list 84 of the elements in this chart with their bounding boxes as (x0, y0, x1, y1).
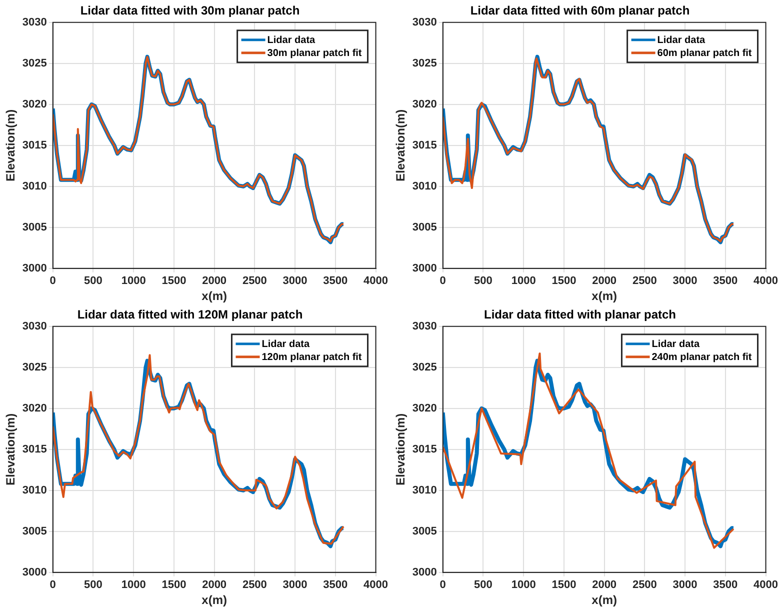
x-tick-label: 4000 (364, 275, 388, 288)
x-tick-label: 1000 (511, 579, 536, 592)
x-tick-label: 3500 (713, 579, 738, 592)
x-axis-title: x(m) (592, 289, 617, 304)
x-tick-label: 0 (50, 579, 56, 592)
x-tick-label: 500 (84, 275, 102, 288)
chart-title: Lidar data fitted with 30m planar patch (80, 4, 300, 18)
y-tick-label: 3000 (412, 566, 437, 578)
chart-title: Lidar data fitted with 120M planar patch (77, 308, 303, 322)
y-tick-label: 3015 (412, 443, 437, 456)
y-tick-label: 3005 (22, 221, 47, 234)
y-tick-label: 3030 (22, 320, 47, 332)
x-tick-label: 1000 (511, 275, 536, 288)
y-tick-label: 3015 (412, 139, 437, 152)
x-tick-label: 1500 (552, 275, 576, 288)
x-tick-label: 3500 (713, 275, 738, 288)
y-tick-label: 3000 (22, 566, 47, 578)
x-tick-label: 500 (84, 579, 102, 592)
x-tick-label: 3000 (282, 579, 308, 592)
y-tick-label: 3010 (22, 484, 47, 496)
chart-title: Lidar data fitted with planar patch (484, 308, 676, 322)
x-tick-label: 1500 (552, 579, 576, 592)
y-tick-label: 3025 (412, 361, 437, 374)
x-axis-title: x(m) (202, 289, 227, 304)
x-tick-label: 2500 (632, 275, 657, 288)
y-axis-title: Elevation(m) (4, 109, 18, 182)
x-axis-title: x(m) (592, 593, 617, 608)
x-tick-label: 2500 (242, 275, 267, 288)
x-tick-label: 3500 (323, 275, 348, 288)
legend-label: Lidar data (652, 339, 700, 350)
y-tick-label: 3030 (412, 320, 437, 332)
x-tick-label: 2500 (632, 579, 657, 592)
x-tick-label: 4000 (364, 579, 388, 592)
x-tick-label: 2000 (592, 275, 617, 288)
y-tick-label: 3000 (22, 262, 47, 274)
x-tick-label: 1500 (162, 275, 186, 288)
x-tick-label: 1000 (121, 579, 146, 592)
x-tick-label: 2000 (202, 275, 227, 288)
x-tick-label: 2000 (592, 579, 617, 592)
legend-label: Lidar data (657, 35, 706, 46)
x-tick-label: 4000 (754, 579, 778, 592)
y-tick-label: 3000 (412, 262, 437, 274)
y-tick-label: 3020 (412, 402, 437, 414)
x-tick-label: 3000 (672, 275, 698, 288)
y-tick-label: 3020 (22, 98, 47, 110)
x-tick-label: 0 (50, 275, 56, 288)
y-axis-title: Elevation(m) (394, 413, 408, 486)
legend-label: 240m planar patch fit (652, 352, 752, 364)
x-tick-label: 2000 (202, 579, 227, 592)
y-tick-label: 3020 (412, 98, 437, 110)
y-tick-label: 3010 (412, 180, 437, 192)
x-axis-title: x(m) (202, 593, 227, 608)
y-tick-label: 3030 (22, 16, 47, 28)
y-axis-title: Elevation(m) (394, 109, 408, 182)
x-tick-label: 500 (474, 579, 492, 592)
x-tick-label: 3500 (323, 579, 348, 592)
y-tick-label: 3030 (412, 16, 437, 28)
x-tick-label: 500 (474, 275, 492, 288)
y-tick-label: 3010 (22, 180, 47, 192)
y-tick-label: 3020 (22, 402, 47, 414)
y-tick-label: 3005 (22, 525, 47, 538)
y-tick-label: 3025 (22, 57, 47, 70)
y-tick-label: 3015 (22, 443, 47, 456)
legend-label: 30m planar patch fit (267, 48, 362, 60)
y-axis-title: Elevation(m) (4, 413, 18, 486)
chart-title: Lidar data fitted with 60m planar patch (470, 4, 690, 18)
y-tick-label: 3005 (412, 525, 437, 538)
y-tick-label: 3025 (412, 57, 437, 70)
x-tick-label: 0 (440, 275, 446, 288)
y-tick-label: 3010 (412, 484, 437, 496)
legend-label: 120m planar patch fit (262, 352, 362, 364)
y-tick-label: 3015 (22, 139, 47, 152)
x-tick-label: 2500 (242, 579, 267, 592)
legend-label: 60m planar patch fit (657, 48, 752, 60)
y-tick-label: 3025 (22, 361, 47, 374)
x-tick-label: 3000 (282, 275, 308, 288)
x-tick-label: 0 (440, 579, 446, 592)
x-tick-label: 1000 (121, 275, 146, 288)
x-tick-label: 3000 (672, 579, 698, 592)
y-tick-label: 3005 (412, 221, 437, 234)
x-tick-label: 4000 (754, 275, 778, 288)
x-tick-label: 1500 (162, 579, 186, 592)
legend-label: Lidar data (262, 339, 310, 350)
legend-label: Lidar data (267, 35, 316, 46)
